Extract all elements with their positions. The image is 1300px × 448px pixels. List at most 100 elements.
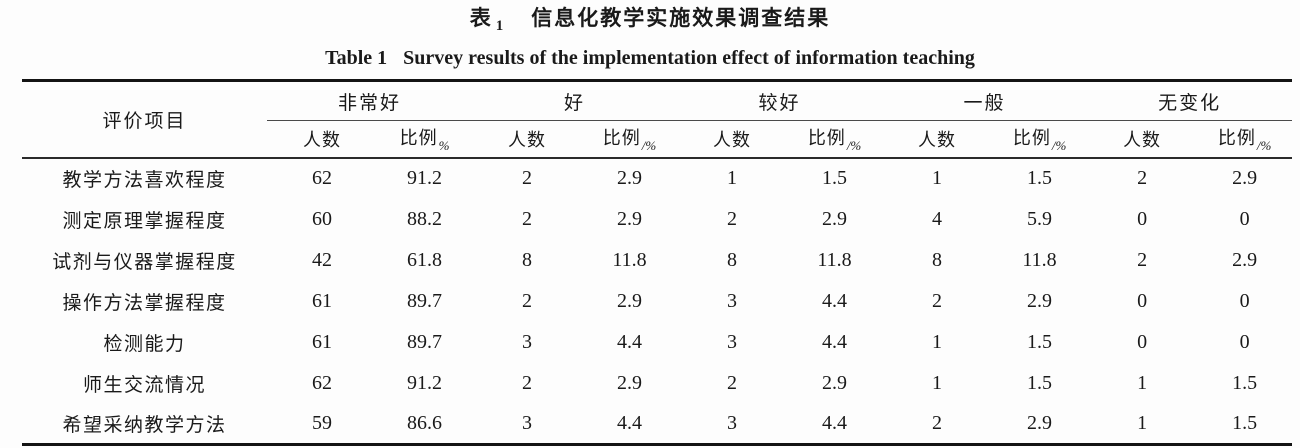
table-title-en-label: Table 1 [325,47,388,69]
cell-count: 2 [932,411,943,434]
cell-count: 8 [932,248,943,271]
table-row: 测定原理掌握程度 60 88.2 2 2.9 2 2.9 4 5.9 0 0 [22,199,1292,240]
ratio-unit: % [438,137,450,153]
table-row: 检测能力 61 89.7 3 4.4 3 4.4 1 1.5 0 0 [22,322,1292,363]
ratio-label: 比例 [807,127,846,148]
cell-ratio: 1.5 [1232,371,1258,394]
row-label: 操作方法掌握程度 [62,292,227,314]
subheader-ratio-2: 比例/% [582,120,678,159]
cell-ratio: 4.4 [822,330,848,353]
cell-count: 1 [932,167,943,189]
ratio-unit: /% [1256,137,1272,153]
cell-ratio: 0 [1239,289,1250,312]
cell-count: 42 [312,248,332,271]
cell-count: 3 [727,411,738,434]
survey-results-table: 评价项目 非常好 好 较好 一般 无变化 人数 比例% 人数 比例/% 人数 比… [22,79,1293,446]
cell-ratio: 4.4 [822,289,848,312]
ratio-unit: /% [1051,137,1067,153]
table-row: 操作方法掌握程度 61 89.7 2 2.9 3 4.4 2 2.9 0 0 [22,281,1292,322]
cell-count: 2 [727,207,738,230]
table-row: 试剂与仪器掌握程度 42 61.8 8 11.8 8 11.8 8 11.8 2… [22,240,1292,281]
ratio-unit: /% [846,137,862,153]
table-row: 希望采纳教学方法 59 86.6 3 4.4 3 4.4 2 2.9 1 1.5 [22,404,1292,445]
cell-ratio: 11.8 [1022,248,1057,271]
group-header-fairly-good: 较好 [677,80,883,121]
cell-ratio: 2.9 [1027,411,1053,434]
cell-count: 3 [727,330,738,353]
cell-ratio: 2.9 [1232,248,1258,271]
cell-ratio: 88.2 [407,207,442,230]
cell-count: 0 [1137,289,1148,312]
cell-ratio: 1.5 [1027,330,1053,353]
cell-count: 0 [1137,330,1148,353]
ratio-label: 比例 [399,127,438,148]
ratio-unit: /% [641,137,657,153]
table-title-zh-number: 1 [495,18,504,34]
subheader-count-2: 人数 [472,120,583,159]
cell-count: 3 [727,289,738,312]
cell-count: 61 [312,289,332,312]
row-label: 测定原理掌握程度 [62,210,227,232]
cell-ratio: 2.9 [617,167,643,189]
ratio-label: 比例 [1217,127,1256,148]
subheader-ratio-3: 比例/% [787,120,883,159]
cell-ratio: 2.9 [1027,289,1053,312]
group-header-average: 一般 [882,80,1088,121]
title-block: 表 1 信息化教学实施效果调查结果 Table 1 Survey results of… [0,0,1300,70]
cell-count: 1 [932,330,943,353]
row-label: 检测能力 [103,333,186,355]
cell-count: 3 [522,330,533,353]
row-label: 师生交流情况 [82,374,206,396]
cell-ratio: 2.9 [822,371,848,394]
table-row: 教学方法喜欢程度 62 91.2 2 2.9 1 1.5 1 1.5 2 2.9 [22,158,1292,199]
cell-count: 1 [1137,411,1148,434]
ratio-label: 比例 [602,127,641,148]
cell-count: 8 [727,248,738,271]
subheader-count-5: 人数 [1087,120,1198,159]
cell-count: 2 [1137,167,1148,189]
cell-ratio: 4.4 [822,411,848,434]
cell-count: 61 [312,330,332,353]
cell-count: 4 [932,207,943,230]
cell-count: 1 [727,167,738,189]
cell-count: 60 [312,207,332,230]
cell-count: 2 [932,289,943,312]
table-title-en: Table 1 Survey results of the implementat… [0,46,1300,70]
cell-ratio: 2.9 [617,371,643,394]
cell-count: 2 [522,371,533,394]
table-row: 师生交流情况 62 91.2 2 2.9 2 2.9 1 1.5 1 1.5 [22,363,1292,404]
cell-ratio: 2.9 [617,289,643,312]
subheader-count-3: 人数 [677,120,788,159]
group-header-very-good: 非常好 [267,80,473,121]
cell-count: 2 [522,167,533,189]
cell-count: 1 [932,371,943,394]
row-label: 教学方法喜欢程度 [62,170,227,191]
subheader-ratio-4: 比例/% [992,120,1088,159]
cell-ratio: 1.5 [822,167,848,189]
cell-ratio: 1.5 [1027,167,1053,189]
sub-header-row: 人数 比例% 人数 比例/% 人数 比例/% 人数 比例/% 人数 比例/% [22,120,1293,159]
group-header-row: 评价项目 非常好 好 较好 一般 无变化 [22,80,1293,159]
cell-count: 0 [1137,207,1148,230]
cell-ratio: 5.9 [1027,207,1053,230]
subheader-ratio-1: 比例% [377,120,473,159]
column-header-evaluation-item: 评价项目 [22,80,267,159]
cell-ratio: 4.4 [617,411,643,434]
table-title-zh-text: 信息化教学实施效果调查结果 [531,7,831,30]
cell-count: 8 [522,248,533,271]
cell-ratio: 89.7 [407,289,442,312]
cell-ratio: 0 [1239,330,1250,353]
cell-count: 62 [312,167,332,189]
cell-ratio: 2.9 [1232,167,1258,189]
cell-ratio: 1.5 [1232,411,1258,434]
cell-ratio: 11.8 [612,248,647,271]
cell-ratio: 86.6 [407,411,442,434]
cell-ratio: 91.2 [407,167,442,189]
cell-ratio: 61.8 [407,248,442,271]
subheader-ratio-5: 比例/% [1197,120,1293,159]
cell-count: 59 [312,411,332,434]
ratio-label: 比例 [1012,127,1051,148]
cell-count: 2 [727,371,738,394]
cell-count: 3 [522,411,533,434]
cell-ratio: 89.7 [407,330,442,353]
